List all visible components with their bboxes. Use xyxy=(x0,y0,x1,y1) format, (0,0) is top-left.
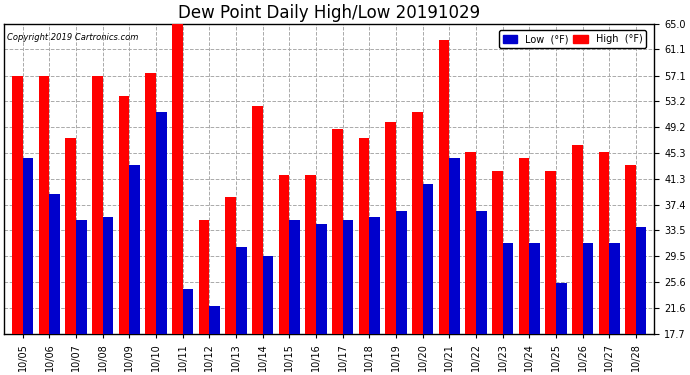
Bar xyxy=(502,243,513,334)
Bar xyxy=(50,194,60,334)
Bar xyxy=(92,76,103,334)
Bar xyxy=(396,210,406,334)
Bar xyxy=(306,174,316,334)
Bar xyxy=(76,220,87,334)
Bar xyxy=(130,165,140,334)
Bar xyxy=(183,289,193,334)
Bar xyxy=(103,217,113,334)
Bar xyxy=(556,283,566,334)
Bar xyxy=(449,158,460,334)
Bar xyxy=(236,247,247,334)
Bar xyxy=(263,256,273,334)
Bar xyxy=(289,220,300,334)
Text: Copyright 2019 Cartronics.com: Copyright 2019 Cartronics.com xyxy=(8,33,139,42)
Bar xyxy=(598,152,609,334)
Bar xyxy=(545,171,556,334)
Bar xyxy=(209,306,220,334)
Bar xyxy=(359,138,369,334)
Bar xyxy=(156,112,167,334)
Bar xyxy=(572,145,582,334)
Bar xyxy=(23,158,34,334)
Bar xyxy=(412,112,422,334)
Bar xyxy=(119,96,130,334)
Bar xyxy=(476,210,486,334)
Bar xyxy=(12,76,23,334)
Bar xyxy=(465,152,476,334)
Bar xyxy=(369,217,380,334)
Bar xyxy=(609,243,620,334)
Bar xyxy=(385,122,396,334)
Bar xyxy=(172,24,183,334)
Title: Dew Point Daily High/Low 20191029: Dew Point Daily High/Low 20191029 xyxy=(178,4,480,22)
Bar xyxy=(439,40,449,334)
Bar xyxy=(635,227,647,334)
Bar xyxy=(422,184,433,334)
Bar xyxy=(39,76,50,334)
Bar xyxy=(279,174,289,334)
Bar xyxy=(226,198,236,334)
Bar xyxy=(492,171,502,334)
Legend: Low  (°F), High  (°F): Low (°F), High (°F) xyxy=(499,30,647,48)
Bar xyxy=(316,224,326,334)
Bar xyxy=(252,106,263,334)
Bar xyxy=(625,165,635,334)
Bar xyxy=(519,158,529,334)
Bar xyxy=(146,73,156,334)
Bar xyxy=(199,220,209,334)
Bar xyxy=(343,220,353,334)
Bar xyxy=(66,138,76,334)
Bar xyxy=(332,129,343,334)
Bar xyxy=(582,243,593,334)
Bar xyxy=(529,243,540,334)
